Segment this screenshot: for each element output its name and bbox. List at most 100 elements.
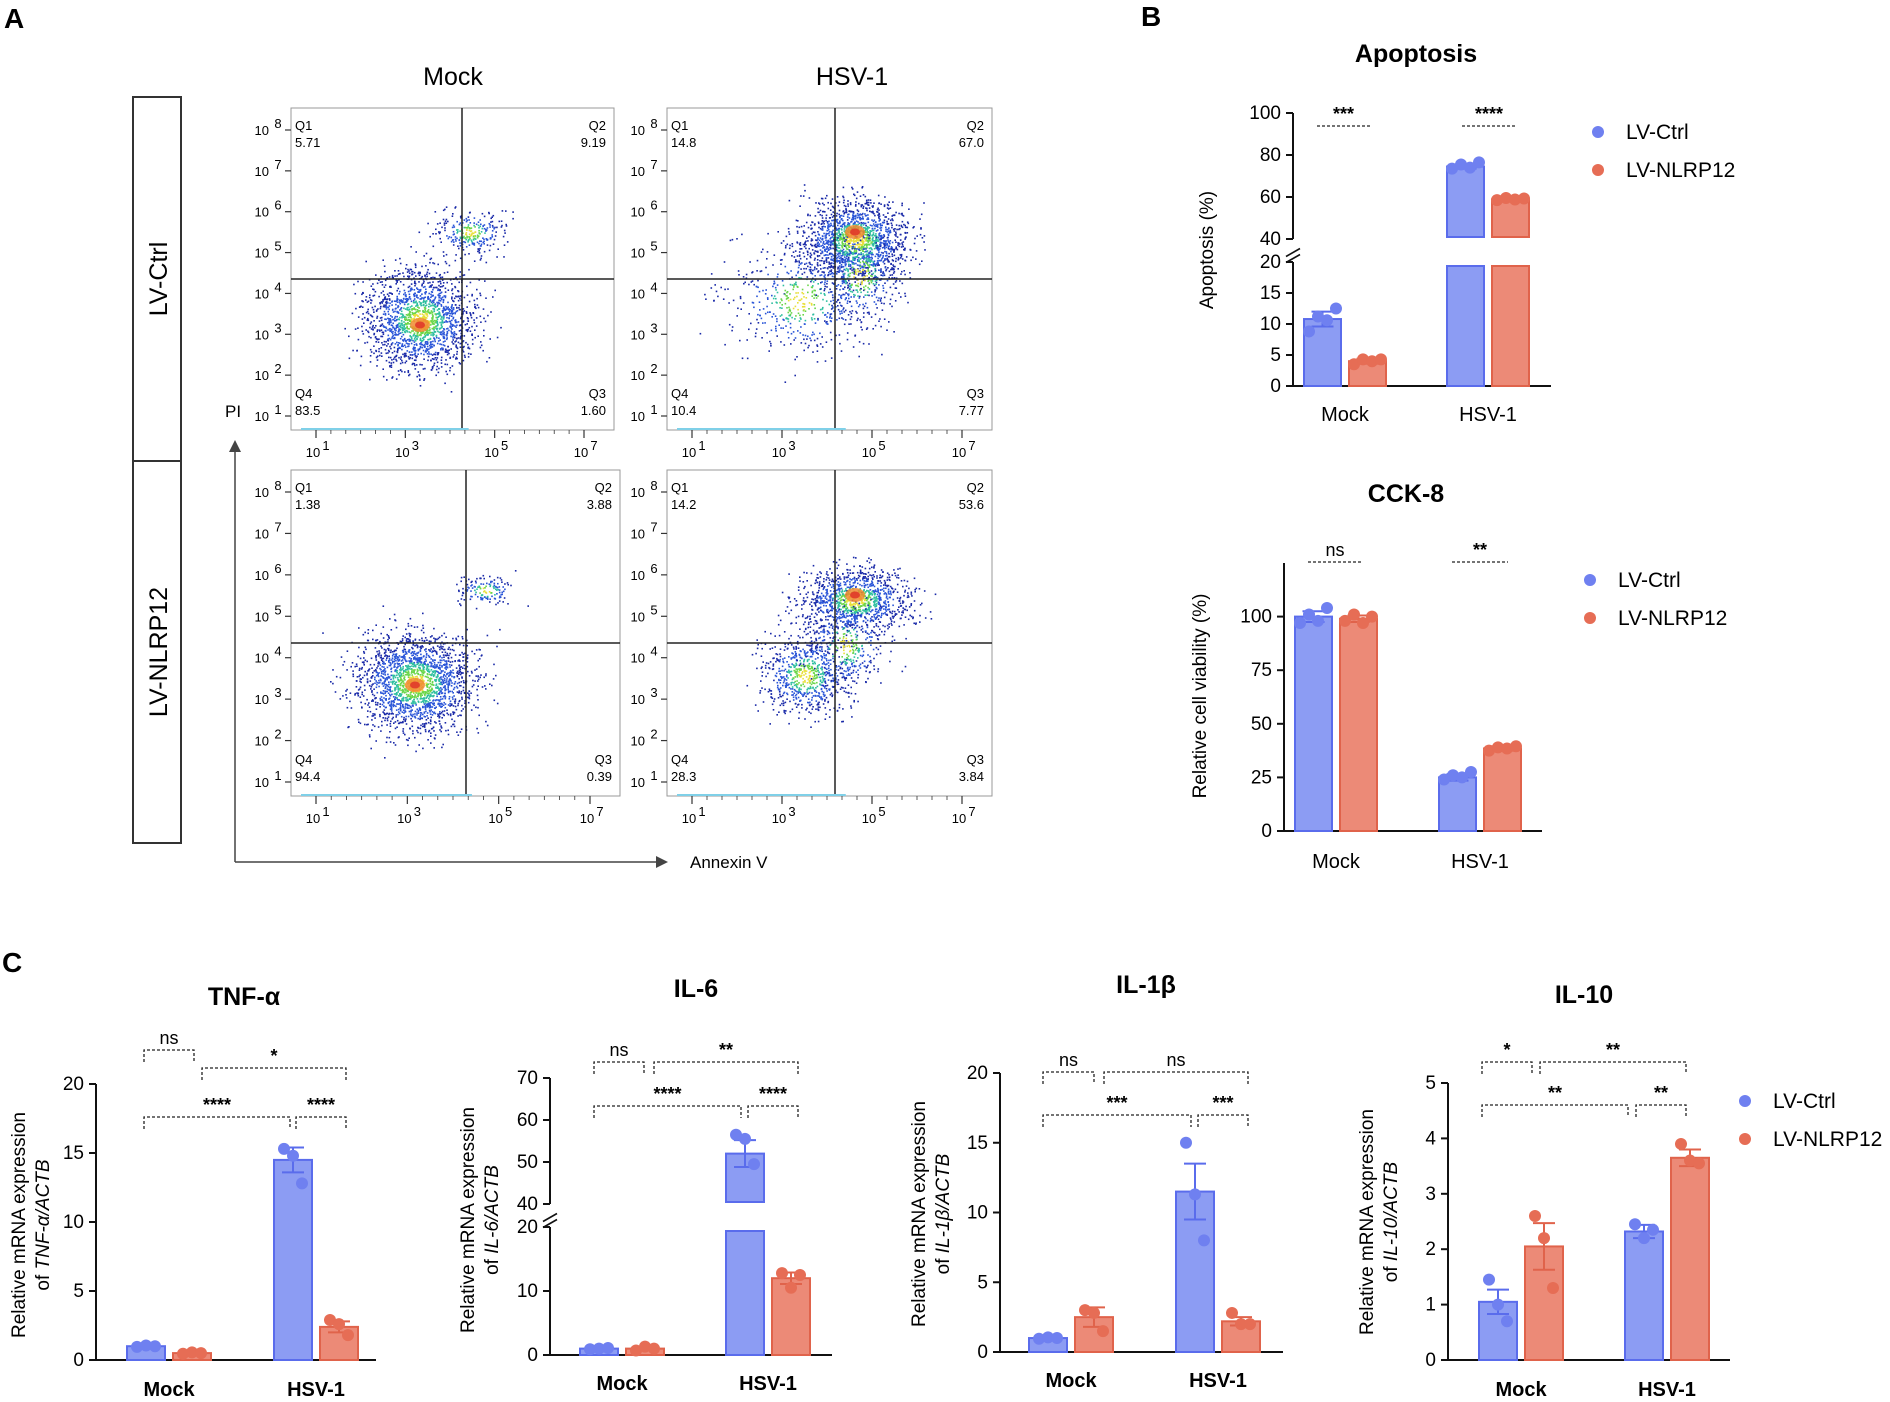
x-category-label: Mock (1321, 404, 1370, 426)
flow-y-tick-label: 10 (255, 485, 269, 500)
flow-y-tick-label: 10 (631, 409, 645, 424)
quadrant-value-q3: 0.39 (587, 769, 612, 784)
axis-break-mark (1285, 253, 1301, 264)
chart-title: IL-1β (1116, 971, 1176, 999)
flow-x-label: Annexin V (690, 853, 768, 872)
y-tick-label: 0 (1270, 376, 1281, 397)
flow-y-tick-label: 10 (255, 651, 269, 666)
flow-y-tick-exp: 1 (650, 768, 657, 783)
data-point (1464, 161, 1476, 174)
data-point (794, 1269, 806, 1281)
data-point (1189, 1188, 1201, 1201)
panel-label-c: C (2, 947, 22, 978)
y-tick-label: 0 (1261, 821, 1272, 842)
significance-label: *** (1212, 1093, 1233, 1113)
flow-y-tick-exp: 1 (274, 768, 281, 783)
y-tick-label: 60 (517, 1110, 538, 1131)
x-category-label: HSV-1 (1189, 1370, 1247, 1392)
flow-y-tick-label: 10 (631, 164, 645, 179)
data-point (186, 1346, 198, 1359)
significance-bracket (1635, 1104, 1687, 1117)
flow-y-tick-exp: 8 (274, 478, 281, 493)
significance-bracket (143, 1116, 291, 1129)
legend-label: LV-NLRP12 (1626, 159, 1735, 182)
significance-bracket (1481, 1061, 1533, 1074)
data-point (1357, 617, 1369, 630)
y-tick-label: 100 (1240, 607, 1272, 628)
data-point (1675, 1137, 1687, 1150)
y-axis-label-line1: Relative mRNA expression (458, 1107, 479, 1333)
flow-y-tick-exp: 2 (650, 727, 657, 742)
flow-y-tick-exp: 3 (274, 685, 281, 700)
data-point (1492, 1298, 1504, 1311)
flow-y-tick-label: 10 (631, 246, 645, 261)
flow-y-tick-label: 10 (255, 526, 269, 541)
flow-x-tick-label: 10 (306, 811, 320, 826)
flow-y-tick-exp: 4 (274, 644, 281, 659)
quadrant-value-q1: 14.8 (671, 135, 696, 150)
quadrant-name-q3: Q3 (967, 386, 984, 401)
data-point (1330, 302, 1342, 315)
flow-x-tick-exp: 1 (698, 438, 705, 453)
data-point (785, 1281, 797, 1294)
flow-x-tick-exp: 1 (322, 804, 329, 819)
y-axis-label-line2: of TNF-α/ACTB (33, 1159, 54, 1291)
flow-y-tick-exp: 5 (650, 239, 657, 254)
data-point (1491, 194, 1503, 207)
flow-y-tick-exp: 7 (650, 157, 657, 172)
flow-y-tick-exp: 6 (650, 561, 657, 576)
y-tick-label: 5 (73, 1281, 84, 1302)
data-point (1375, 353, 1387, 366)
flow-x-tick-label: 10 (952, 811, 966, 826)
significance-label: * (1503, 1040, 1510, 1060)
flow-y-arrowhead (229, 440, 241, 452)
chart-tnf: TNF-α Relative mRNA expression of TNF-α/AC… (9, 983, 376, 1401)
flow-hotspot-core (415, 321, 425, 329)
chart-cck8: CCK-8 Relative cell viability (%) 0 25 50 75 1… (1190, 480, 1727, 873)
row-label-box-nlrp (132, 460, 182, 844)
chart-title: CCK-8 (1368, 480, 1444, 508)
significance-label: ** (719, 1040, 733, 1060)
data-point (1438, 773, 1450, 786)
flow-y-tick-label: 10 (631, 609, 645, 624)
y-tick-label: 0 (977, 1342, 988, 1363)
flow-y-tick-exp: 3 (650, 685, 657, 700)
flow-y-label: PI (225, 402, 241, 421)
y-tick-label: 3 (1425, 1184, 1436, 1205)
legend-label: LV-Ctrl (1626, 121, 1689, 144)
legend-marker (1584, 612, 1596, 624)
data-point (1348, 358, 1360, 371)
significance-bracket (1042, 1114, 1192, 1127)
quadrant-name-q1: Q1 (295, 480, 312, 495)
flow-y-tick-label: 10 (631, 286, 645, 301)
flow-x-tick-exp: 5 (505, 804, 512, 819)
flow-y-tick-exp: 8 (274, 116, 281, 131)
significance-label: **** (653, 1084, 681, 1104)
y-tick-label: 80 (1260, 145, 1281, 166)
x-category-label: HSV-1 (1638, 1379, 1696, 1401)
data-point (1465, 766, 1477, 779)
data-point (1321, 602, 1333, 615)
quadrant-name-q2: Q2 (589, 118, 606, 133)
y-axis-label-line1: Relative mRNA expression (9, 1112, 30, 1338)
data-point (1483, 1273, 1495, 1286)
flow-x-tick-label: 10 (306, 445, 320, 460)
quadrant-name-q4: Q4 (671, 386, 688, 401)
significance-label: * (270, 1046, 277, 1066)
y-tick-label: 15 (967, 1133, 988, 1154)
significance-label: ** (1548, 1083, 1562, 1103)
chart-il6: IL-6 Relative mRNA expression of IL-6/ACTB… (458, 975, 832, 1395)
significance-bracket (1481, 1104, 1629, 1117)
flow-plot-frame (290, 469, 621, 797)
significance-bracket (1539, 1061, 1687, 1074)
data-point (1303, 608, 1315, 621)
data-point (177, 1347, 189, 1360)
data-point (1509, 193, 1521, 206)
flow-x-tick-exp: 1 (698, 804, 705, 819)
bar-LV-NLRP12-HSV-1-lower (1491, 265, 1530, 387)
quadrant-name-q3: Q3 (967, 752, 984, 767)
quadrant-value-q4: 83.5 (295, 403, 320, 418)
